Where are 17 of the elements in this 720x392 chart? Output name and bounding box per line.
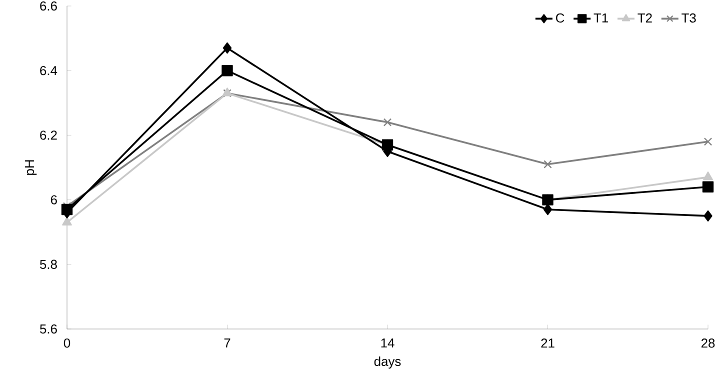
y-tick-label: 6.4 xyxy=(40,66,58,76)
legend-label: T1 xyxy=(594,13,608,22)
x-tick-label: 28 xyxy=(701,338,715,348)
y-tick-label: 5.8 xyxy=(40,260,57,269)
x-tick-label: 21 xyxy=(541,338,554,348)
legend-label: T3 xyxy=(682,13,696,23)
y-axis-title: pH xyxy=(25,160,37,175)
legend-label: T2 xyxy=(638,13,652,22)
y-tick-label: 6.2 xyxy=(40,130,57,140)
legend-label: C xyxy=(556,13,564,23)
x-axis-title: days xyxy=(374,356,401,369)
y-tick-label: 5.6 xyxy=(40,324,57,334)
x-tick-label: 7 xyxy=(224,338,230,348)
y-tick-label: 6.6 xyxy=(40,1,57,11)
x-tick-label: 0 xyxy=(64,338,70,348)
x-tick-label: 14 xyxy=(381,338,394,348)
y-tick-label: 6 xyxy=(50,195,57,204)
